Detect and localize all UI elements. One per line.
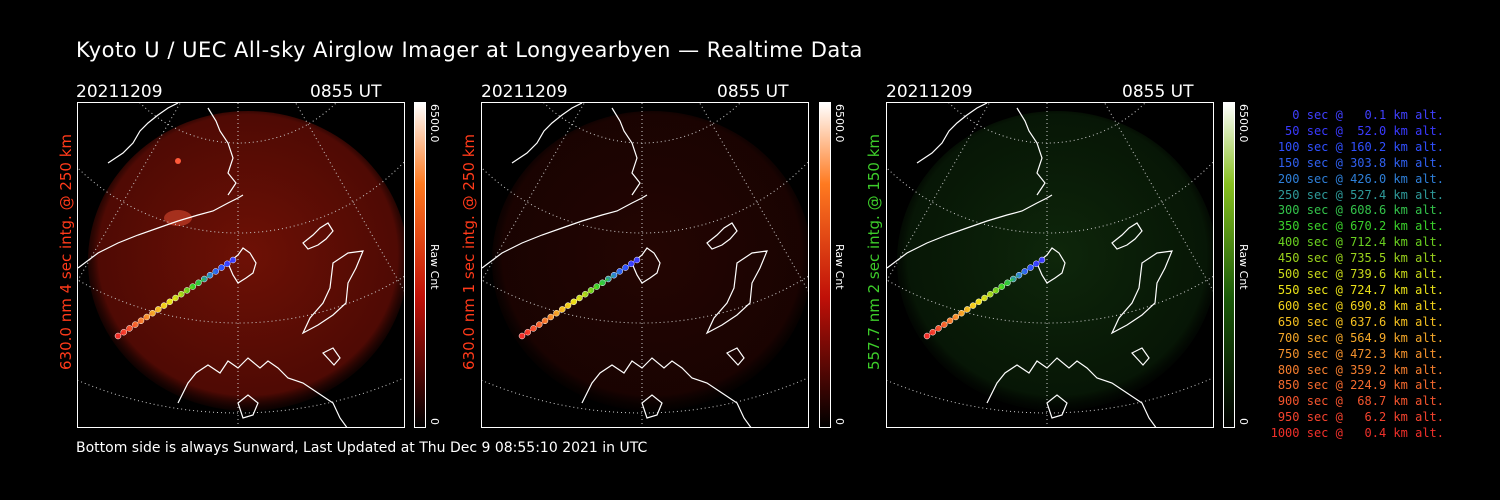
trajectory-point	[114, 332, 122, 340]
panel-3-ylabel: 557.7 nm 2 sec intg. @ 150 km	[865, 133, 883, 370]
legend-row: 700 sec @ 564.9 km alt.	[1277, 330, 1444, 345]
panel-1-colorbar	[414, 102, 426, 428]
panel-2-time: 0855 UT	[717, 82, 789, 102]
panel-1-ylabel: 630.0 nm 4 sec intg. @ 250 km	[57, 133, 75, 370]
legend-row: 150 sec @ 303.8 km alt.	[1277, 155, 1444, 170]
legend-row: 900 sec @ 68.7 km alt.	[1277, 394, 1444, 409]
panel-2-allsky-image	[481, 102, 809, 428]
legend-row: 250 sec @ 527.4 km alt.	[1277, 187, 1444, 202]
page-title: Kyoto U / UEC All-sky Airglow Imager at …	[76, 38, 863, 62]
panel-1-time: 0855 UT	[310, 82, 382, 102]
panel-1-allsky-image	[77, 102, 405, 428]
panel-1-colorbar-max: 6500.0	[428, 104, 441, 143]
trajectory-point	[518, 332, 526, 340]
legend-row: 850 sec @ 224.9 km alt.	[1277, 378, 1444, 393]
panel-1-colorbar-unit: Raw Cnt	[428, 244, 441, 290]
legend-row: 400 sec @ 712.4 km alt.	[1277, 235, 1444, 250]
legend-row: 800 sec @ 359.2 km alt.	[1277, 362, 1444, 377]
legend-row: 350 sec @ 670.2 km alt.	[1277, 219, 1444, 234]
footer-note: Bottom side is always Sunward, Last Upda…	[76, 440, 648, 456]
legend-row: 0 sec @ 0.1 km alt.	[1292, 108, 1444, 122]
panel-3-allsky-image	[886, 102, 1214, 428]
legend-row: 200 sec @ 426.0 km alt.	[1277, 171, 1444, 186]
legend-row: 50 sec @ 52.0 km alt.	[1285, 123, 1444, 138]
panel-2-date: 20211209	[481, 82, 568, 102]
legend-row: 300 sec @ 608.6 km alt.	[1277, 203, 1444, 218]
legend-row: 450 sec @ 735.5 km alt.	[1277, 251, 1444, 266]
legend-row: 500 sec @ 739.6 km alt.	[1277, 267, 1444, 282]
legend-row: 750 sec @ 472.3 km alt.	[1277, 346, 1444, 361]
panel-2-ylabel: 630.0 nm 1 sec intg. @ 250 km	[460, 133, 478, 370]
legend-row: 100 sec @ 160.2 km alt.	[1277, 139, 1444, 154]
panel-1-date: 20211209	[76, 82, 163, 102]
panel-3-time: 0855 UT	[1122, 82, 1194, 102]
panel-2-colorbar	[819, 102, 831, 428]
trajectory-legend: 0 sec @ 0.1 km alt. 50 sec @ 52.0 km alt.…	[1262, 108, 1444, 442]
legend-row: 600 sec @ 690.8 km alt.	[1277, 298, 1444, 313]
panel-1-colorbar-min: 0	[428, 418, 441, 425]
legend-row: 650 sec @ 637.6 km alt.	[1277, 314, 1444, 329]
panel-2-colorbar-min: 0	[833, 418, 846, 425]
legend-row: 550 sec @ 724.7 km alt.	[1277, 282, 1444, 297]
panel-3-colorbar-unit: Raw Cnt	[1237, 244, 1250, 290]
panel-3-colorbar-min: 0	[1237, 418, 1250, 425]
panel-3-colorbar	[1223, 102, 1235, 428]
panel-3-date: 20211209	[886, 82, 973, 102]
panel-3-colorbar-max: 6500.0	[1237, 104, 1250, 143]
legend-row: 1000 sec @ 0.4 km alt.	[1270, 426, 1444, 441]
legend-row: 950 sec @ 6.2 km alt.	[1277, 410, 1444, 425]
trajectory-point	[923, 332, 931, 340]
panel-2-colorbar-unit: Raw Cnt	[833, 244, 846, 290]
panel-2-colorbar-max: 6500.0	[833, 104, 846, 143]
